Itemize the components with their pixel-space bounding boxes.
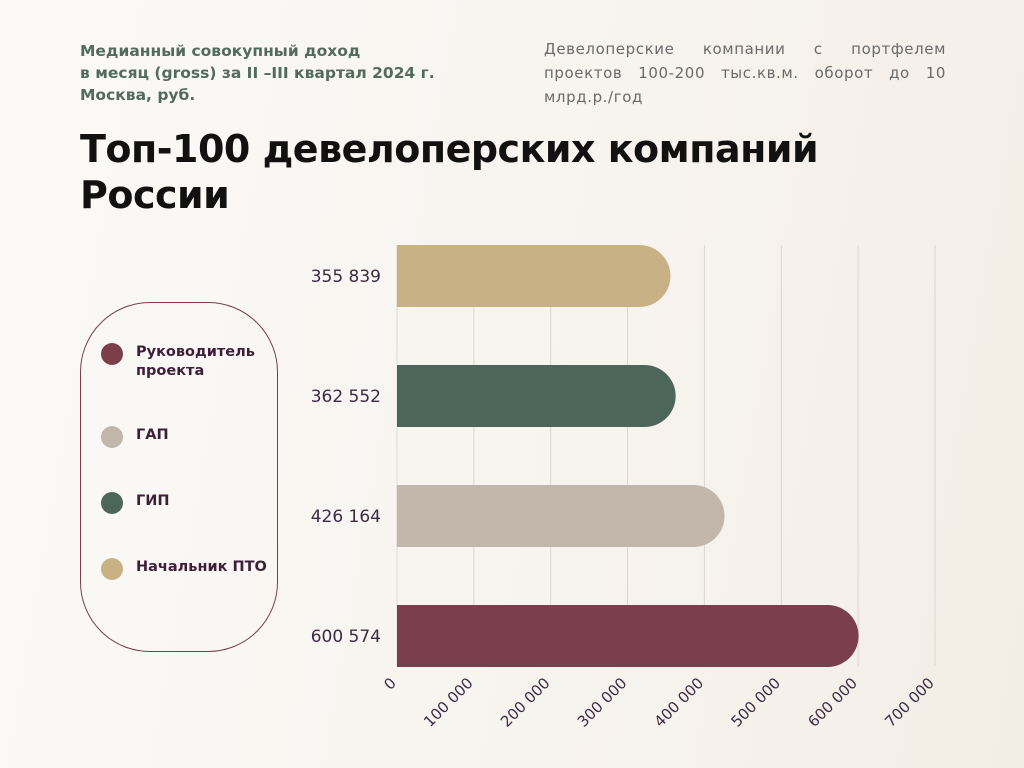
legend-item-gap: ГАП	[101, 426, 276, 448]
bar-value-label: 426 164	[311, 507, 381, 527]
x-tick-label: 500 000	[728, 674, 785, 731]
x-tick-label: 300 000	[574, 674, 631, 731]
legend-swatch-project-manager	[101, 343, 123, 365]
page-title-line-2: России	[80, 173, 230, 217]
legend-item-gip: ГИП	[101, 492, 276, 514]
chart-subtitle: Медианный совокупный доход в месяц (gros…	[80, 40, 500, 106]
subtitle-line-2: в месяц (gross) за II –III квартал 2024 …	[80, 64, 435, 82]
legend-swatch-gap	[101, 426, 123, 448]
x-tick-label: 200 000	[497, 674, 554, 731]
legend-label-gap: ГАП	[136, 427, 169, 443]
chart-legend: Руководитель проекта ГАП ГИП Начальник П…	[80, 302, 278, 652]
x-tick-label: 0	[380, 674, 399, 693]
bar	[397, 365, 676, 427]
x-tick-label: 400 000	[651, 674, 708, 731]
x-tick-label: 700 000	[881, 674, 938, 731]
bar-value-label: 362 552	[311, 387, 381, 407]
bar-value-label: 355 839	[311, 267, 381, 287]
legend-label-gip: ГИП	[136, 493, 170, 509]
bar	[397, 485, 725, 547]
legend-item-project-manager: Руководитель проекта	[101, 343, 276, 381]
x-tick-label: 600 000	[804, 674, 861, 731]
legend-label-pto-head: Начальник ПТО	[136, 559, 267, 575]
legend-label-project-manager: Руководитель проекта	[136, 344, 255, 379]
page-title: Топ-100 девелоперских компаний России	[80, 126, 900, 218]
description-text: Девелоперские компании с портфелем проек…	[544, 40, 946, 106]
x-tick-label: 100 000	[420, 674, 477, 731]
legend-swatch-gip	[101, 492, 123, 514]
bar	[397, 245, 671, 307]
subtitle-line-3: Москва, руб.	[80, 86, 196, 104]
legend-swatch-pto-head	[101, 558, 123, 580]
legend-item-pto-head: Начальник ПТО	[101, 558, 276, 580]
subtitle-line-1: Медианный совокупный доход	[80, 42, 361, 60]
page-title-line-1: Топ-100 девелоперских компаний	[80, 127, 819, 171]
bar-value-label: 600 574	[311, 627, 381, 647]
bar	[397, 605, 859, 667]
